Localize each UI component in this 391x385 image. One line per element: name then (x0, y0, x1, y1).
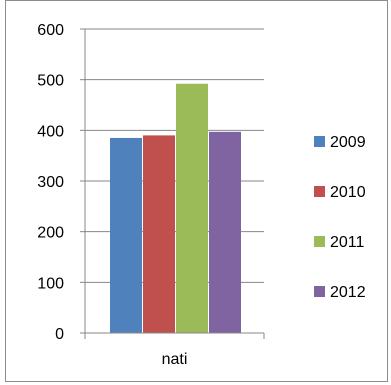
y-tick-label: 200 (37, 225, 64, 242)
legend-swatch-2011 (314, 236, 325, 247)
x-axis-labels: nati (162, 351, 188, 368)
y-tick-label: 600 (37, 22, 64, 39)
y-axis-tick-labels: 0 100 200 300 400 500 600 (37, 22, 64, 343)
bar-nati-2011 (176, 83, 208, 333)
y-tick-label: 400 (37, 123, 64, 140)
bar-nati-2010 (143, 135, 175, 333)
legend-swatch-2012 (314, 286, 325, 297)
x-category-label: nati (162, 351, 188, 368)
axes (80, 28, 265, 339)
y-tick-label: 300 (37, 174, 64, 191)
legend-label: 2011 (330, 234, 365, 251)
legend-swatch-2009 (314, 136, 325, 147)
legend-swatch-2010 (314, 186, 325, 197)
legend-label: 2010 (330, 184, 366, 201)
legend: 2009 2010 2011 2012 (314, 134, 366, 301)
bar-nati-2012 (209, 131, 241, 333)
y-tick-label: 500 (37, 73, 64, 90)
y-tick-label: 0 (55, 326, 64, 343)
legend-label: 2012 (330, 284, 366, 301)
y-tick-label: 100 (37, 275, 64, 292)
legend-label: 2009 (330, 134, 366, 151)
bars (110, 83, 241, 333)
bar-nati-2009 (110, 137, 142, 333)
